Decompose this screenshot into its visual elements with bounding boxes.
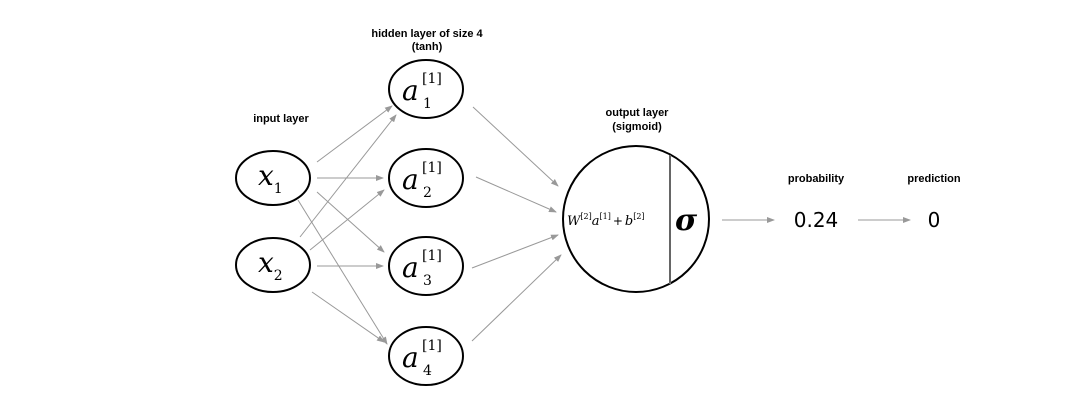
hidden-node-a4: a [1] 4: [388, 326, 464, 386]
svg-text:a: a: [402, 341, 419, 374]
edge-x2-a1: [299, 114, 397, 238]
edge-x1-a3: [316, 191, 385, 253]
edge-x1-a1: [316, 105, 393, 163]
svg-text:1: 1: [423, 96, 432, 112]
sigma-symbol: σ: [675, 203, 698, 238]
svg-text:4: 4: [423, 363, 432, 379]
hidden-node-a3: a [1] 3: [388, 236, 464, 296]
prediction-value: 0: [928, 208, 941, 232]
edge-x1-a4: [297, 199, 388, 345]
svg-text:x1: x1: [258, 159, 283, 197]
input-node-x1: x1: [235, 150, 311, 206]
hidden-layer-activation: (tanh): [412, 41, 443, 53]
edge-a2-out: [475, 176, 557, 213]
svg-text:x2: x2: [258, 246, 283, 284]
svg-text:2: 2: [423, 185, 432, 201]
output-layer-title: output layer: [606, 107, 670, 119]
svg-text:[1]: [1]: [422, 71, 442, 87]
hidden-layer-title: hidden layer of size 4: [371, 28, 483, 40]
svg-text:[1]: [1]: [422, 248, 442, 264]
edge-x2-a2: [309, 189, 385, 251]
svg-text:a: a: [402, 163, 419, 196]
edge-a1-out: [472, 106, 559, 187]
output-node: W[2]a[1] + b[2] σ: [562, 145, 710, 293]
edge-x2-a4: [311, 291, 385, 343]
probability-value: 0.24: [794, 208, 839, 232]
edge-a3-out: [471, 234, 559, 269]
output-layer-activation: (sigmoid): [612, 121, 662, 133]
hidden-node-a2: a [1] 2: [388, 148, 464, 208]
output-linear-formula: W[2]a[1] + b[2]: [567, 212, 645, 229]
svg-text:[1]: [1]: [422, 160, 442, 176]
svg-text:3: 3: [423, 273, 432, 289]
input-layer-title: input layer: [253, 113, 309, 125]
svg-text:a: a: [402, 74, 419, 107]
probability-title: probability: [788, 173, 845, 185]
input-node-x2: x2: [235, 237, 311, 293]
edge-a4-out: [471, 254, 562, 342]
svg-text:[1]: [1]: [422, 338, 442, 354]
hidden-node-a1: a [1] 1: [388, 59, 464, 119]
svg-text:a: a: [402, 251, 419, 284]
prediction-title: prediction: [907, 173, 960, 185]
